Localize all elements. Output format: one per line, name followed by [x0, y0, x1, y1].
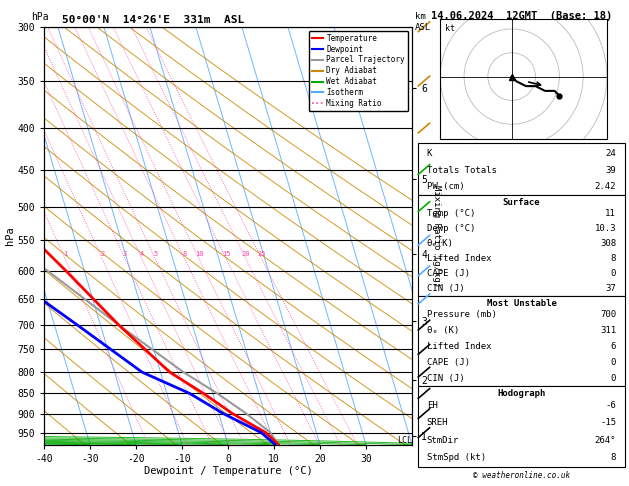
Text: -6: -6	[605, 401, 616, 410]
Text: CIN (J): CIN (J)	[427, 374, 464, 383]
Text: CAPE (J): CAPE (J)	[427, 358, 470, 367]
Text: θₑ(K): θₑ(K)	[427, 239, 454, 248]
Text: 311: 311	[600, 326, 616, 335]
Text: StmSpd (kt): StmSpd (kt)	[427, 453, 486, 462]
Text: Totals Totals: Totals Totals	[427, 166, 497, 174]
Text: 24: 24	[605, 149, 616, 158]
Text: 8: 8	[182, 251, 187, 257]
Text: km
ASL: km ASL	[415, 12, 431, 32]
Text: 8: 8	[611, 453, 616, 462]
Text: -15: -15	[600, 418, 616, 427]
Text: © weatheronline.co.uk: © weatheronline.co.uk	[473, 471, 570, 480]
Text: Surface: Surface	[503, 198, 540, 208]
Text: SREH: SREH	[427, 418, 448, 427]
Text: 20: 20	[242, 251, 250, 257]
Text: Dewp (°C): Dewp (°C)	[427, 224, 475, 233]
Text: CIN (J): CIN (J)	[427, 284, 464, 294]
Text: 11: 11	[605, 208, 616, 218]
Text: 308: 308	[600, 239, 616, 248]
Y-axis label: hPa: hPa	[4, 226, 14, 245]
Text: Hodograph: Hodograph	[498, 389, 545, 399]
Text: 50°00'N  14°26'E  331m  ASL: 50°00'N 14°26'E 331m ASL	[62, 15, 245, 25]
Text: Temp (°C): Temp (°C)	[427, 208, 475, 218]
Text: 4: 4	[140, 251, 144, 257]
Text: 3: 3	[123, 251, 127, 257]
X-axis label: Dewpoint / Temperature (°C): Dewpoint / Temperature (°C)	[143, 467, 313, 476]
Text: Pressure (mb): Pressure (mb)	[427, 310, 497, 319]
Text: θₑ (K): θₑ (K)	[427, 326, 459, 335]
Text: Lifted Index: Lifted Index	[427, 342, 491, 351]
Text: 10: 10	[195, 251, 203, 257]
Text: 2.42: 2.42	[594, 182, 616, 191]
Text: 39: 39	[605, 166, 616, 174]
Text: 0: 0	[611, 374, 616, 383]
Text: CAPE (J): CAPE (J)	[427, 269, 470, 278]
Bar	[418, 386, 625, 467]
Text: Lifted Index: Lifted Index	[427, 254, 491, 263]
Text: StmDir: StmDir	[427, 436, 459, 445]
Text: PW (cm): PW (cm)	[427, 182, 464, 191]
Y-axis label: Mixing Ratio (g/kg): Mixing Ratio (g/kg)	[431, 185, 441, 287]
Text: 700: 700	[600, 310, 616, 319]
Bar	[418, 296, 625, 386]
Text: 14.06.2024  12GMT  (Base: 18): 14.06.2024 12GMT (Base: 18)	[431, 11, 612, 21]
Text: EH: EH	[427, 401, 438, 410]
Text: 5: 5	[153, 251, 157, 257]
Text: 264°: 264°	[594, 436, 616, 445]
Text: 10.3: 10.3	[594, 224, 616, 233]
Text: hPa: hPa	[31, 12, 49, 22]
Text: K: K	[427, 149, 432, 158]
Text: 25: 25	[257, 251, 266, 257]
Text: 8: 8	[611, 254, 616, 263]
Text: LCL: LCL	[397, 435, 412, 445]
Text: Most Unstable: Most Unstable	[486, 299, 557, 309]
Text: 6: 6	[611, 342, 616, 351]
Text: 0: 0	[611, 358, 616, 367]
Text: 2: 2	[100, 251, 104, 257]
Text: 37: 37	[605, 284, 616, 294]
Legend: Temperature, Dewpoint, Parcel Trajectory, Dry Adiabat, Wet Adiabat, Isotherm, Mi: Temperature, Dewpoint, Parcel Trajectory…	[309, 31, 408, 111]
Bar	[418, 143, 625, 195]
Text: 15: 15	[222, 251, 230, 257]
Text: 0: 0	[611, 269, 616, 278]
Bar	[418, 195, 625, 296]
Text: 1: 1	[63, 251, 67, 257]
